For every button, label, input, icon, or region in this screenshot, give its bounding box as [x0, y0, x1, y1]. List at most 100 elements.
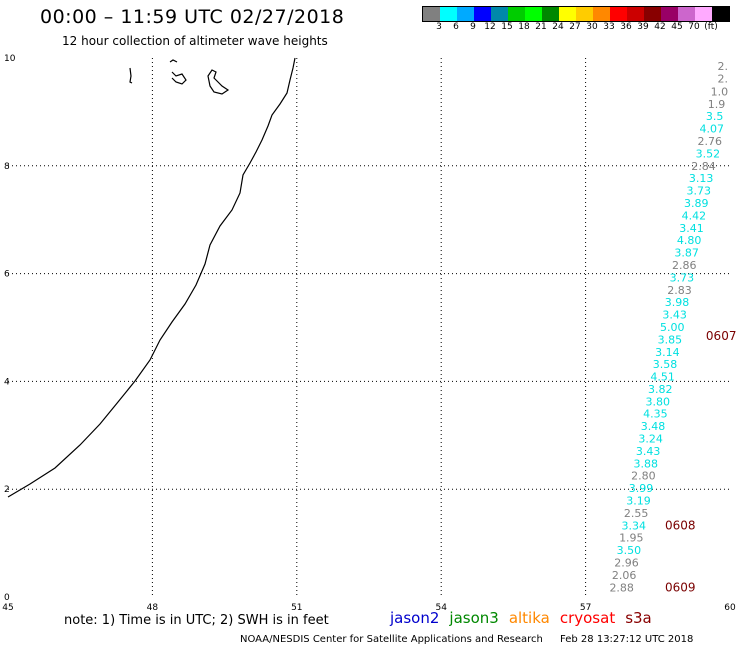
pass-time-labels: 0607 0608 0609 [665, 329, 736, 594]
x-tick-label: 45 [2, 603, 13, 613]
satellite-legend: jason2 jason3 altika cryosat s3a [390, 609, 662, 627]
wave-height-label: 3.58 [653, 358, 678, 371]
wave-height-label: 2.80 [631, 470, 656, 483]
color-scale-label: 39 [637, 22, 649, 32]
legend-cryosat: cryosat [559, 609, 616, 627]
credit-text: NOAA/NESDIS Center for Satellite Applica… [240, 634, 543, 645]
wave-height-label: 3.85 [658, 333, 683, 346]
color-scale-label: 45 [671, 22, 683, 32]
wave-height-label: 5.00 [660, 321, 685, 334]
x-tick-label: 51 [291, 603, 302, 613]
map-subtitle: 12 hour collection of altimeter wave hei… [62, 34, 328, 48]
color-swatch [491, 7, 508, 21]
island [207, 69, 230, 95]
color-swatch [576, 7, 593, 21]
legend-s3a: s3a [625, 609, 652, 627]
wave-height-label: 3.14 [655, 346, 680, 359]
color-swatch [423, 7, 440, 21]
generation-timestamp: Feb 28 13:27:12 UTC 2018 [560, 634, 694, 645]
color-swatch [610, 7, 627, 21]
coastline [7, 57, 296, 498]
units-note: note: 1) Time is in UTC; 2) SWH is in fe… [64, 613, 329, 628]
wave-height-label: 2.55 [624, 507, 649, 520]
wave-height-label: 3.24 [638, 433, 663, 446]
color-swatch [661, 7, 678, 21]
color-scale-label: 9 [470, 22, 476, 32]
wave-height-label: 3.98 [665, 296, 690, 309]
color-swatch [695, 7, 712, 21]
y-tick-label: 0 [4, 593, 10, 603]
pass-time-label: 0609 [665, 580, 696, 594]
x-tick-label: 57 [580, 603, 591, 613]
x-tick-label: 48 [147, 603, 159, 613]
wave-height-label: 3.41 [679, 222, 704, 235]
wave-height-label: 2.06 [612, 569, 637, 582]
wave-height-label: 3.43 [662, 309, 687, 322]
wave-height-label: 3.43 [636, 445, 661, 458]
color-swatch [440, 7, 457, 21]
wave-height-label: 2.83 [667, 284, 692, 297]
color-swatch [525, 7, 542, 21]
color-scale-label: 21 [535, 22, 547, 32]
wave-height-label: 3.82 [648, 383, 673, 396]
color-swatch [542, 7, 559, 21]
axis-tick-labels: 45 48 51 54 57 60 0 2 4 6 8 10 [2, 54, 736, 613]
island [169, 59, 187, 85]
wave-height-label: 3.89 [684, 197, 709, 210]
color-scale-label: 70 [688, 22, 700, 32]
wave-height-label: 2.76 [698, 135, 723, 148]
color-scale-label: 42 [654, 22, 666, 32]
wave-height-label: 3.87 [674, 247, 699, 260]
color-scale-label: 30 [586, 22, 598, 32]
wave-height-label: 4.35 [643, 408, 668, 421]
color-scale-label: 3 [436, 22, 442, 32]
color-scale-label: 24 [552, 22, 564, 32]
color-scale-label: 6 [453, 22, 459, 32]
color-swatch [644, 7, 661, 21]
wave-height-label: 3.52 [696, 147, 721, 160]
wave-height-label: 3.13 [689, 172, 714, 185]
island [129, 67, 133, 84]
color-scale-label: 15 [501, 22, 513, 32]
wave-height-label: 3.88 [634, 457, 659, 470]
wave-height-label: 4.80 [677, 234, 702, 247]
color-swatch [508, 7, 525, 21]
wave-height-label: 3.50 [617, 544, 642, 557]
color-swatch [474, 7, 491, 21]
wave-height-label: 3.73 [686, 185, 711, 198]
color-swatch [593, 7, 610, 21]
wave-height-label: 1.0 [711, 85, 729, 98]
wave-height-label: 3.80 [646, 395, 671, 408]
y-tick-label: 4 [4, 377, 10, 387]
legend-jason2: jason2 [390, 609, 440, 627]
color-swatch [678, 7, 695, 21]
island-group [129, 59, 230, 95]
wave-height-label: 2.96 [614, 557, 639, 570]
color-swatch [559, 7, 576, 21]
wave-height-label: 4.07 [699, 123, 724, 136]
wave-height-label: 2.84 [691, 160, 716, 173]
color-scale-bar [422, 6, 730, 22]
wave-height-label: 3.48 [641, 420, 666, 433]
wave-height-label: 4.42 [682, 209, 707, 222]
color-scale-label: 36 [620, 22, 632, 32]
wave-height-label: 3.99 [629, 482, 654, 495]
x-tick-label: 54 [435, 603, 447, 613]
y-tick-label: 8 [4, 162, 10, 172]
wave-height-label: 1.95 [619, 532, 644, 545]
wave-height-readings: 2.2.1.01.93.54.072.763.522.843.133.733.8… [609, 60, 728, 594]
pass-time-label: 0607 [706, 329, 737, 343]
grid-lines [8, 58, 730, 597]
color-scale-label: 27 [569, 22, 581, 32]
color-swatch [457, 7, 474, 21]
pass-time-label: 0608 [665, 518, 696, 532]
wave-height-label: 2. [718, 72, 729, 85]
credit-line: NOAA/NESDIS Center for Satellite Applica… [240, 634, 693, 645]
color-swatch [712, 7, 729, 21]
color-scale-label: (ft) [704, 22, 718, 32]
color-swatch [627, 7, 644, 21]
wave-height-label: 3.34 [621, 519, 646, 532]
wave-height-label: 1.9 [708, 98, 726, 111]
wave-height-label: 4.51 [650, 371, 675, 384]
